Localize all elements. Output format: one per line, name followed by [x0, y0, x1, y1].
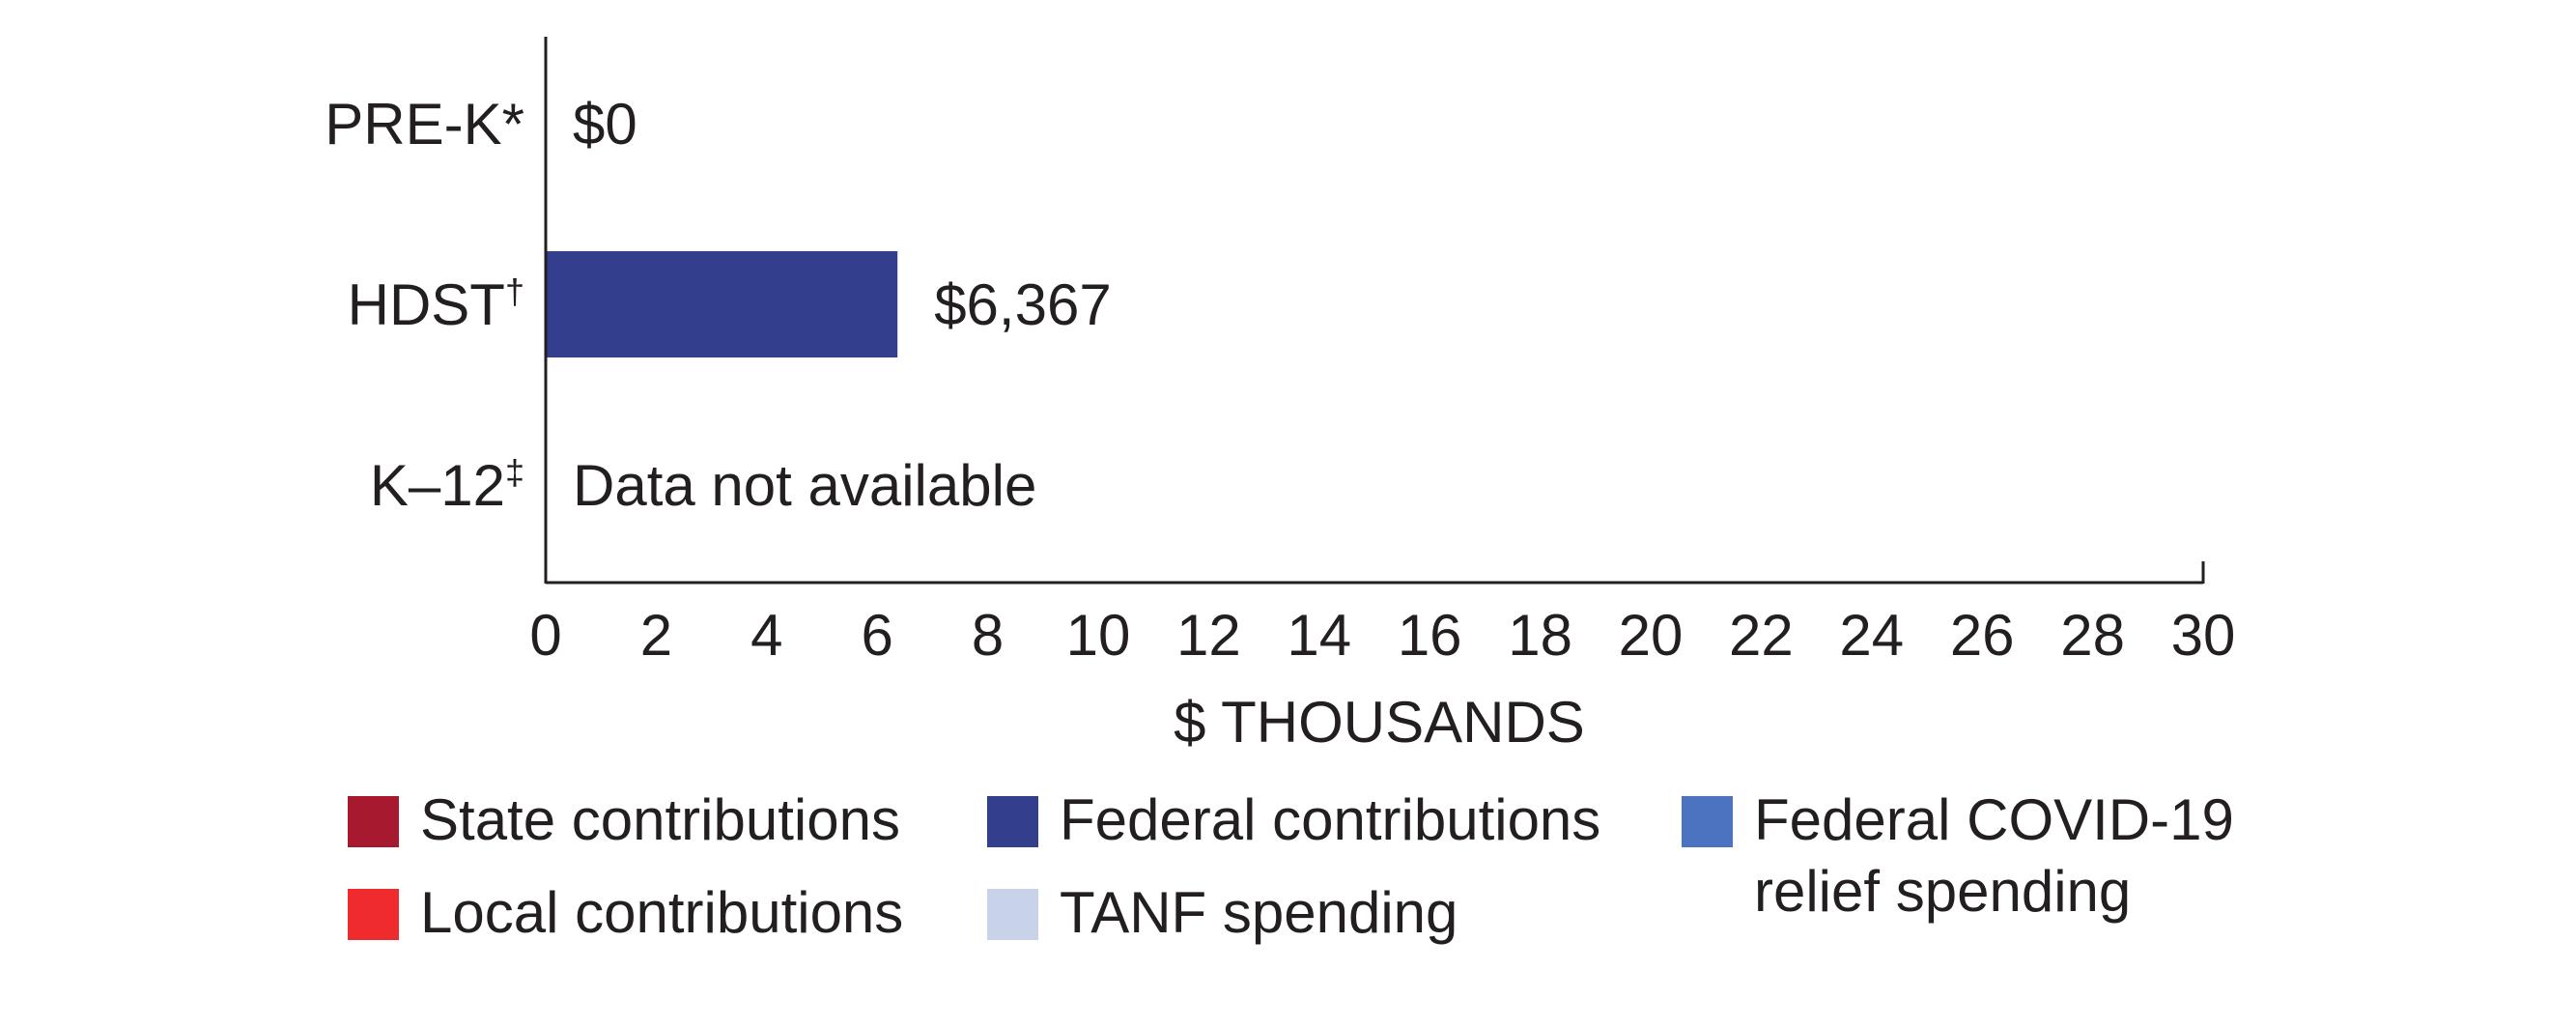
legend-label: Federal COVID-19 relief spending: [1754, 787, 2234, 924]
bar: [547, 251, 898, 357]
x-tick-label: 24: [1839, 603, 1904, 668]
legend-label: TANF spending: [1060, 880, 1458, 945]
x-tick-labels: 0 2 4 6 8 10 12 14 16 18 20 22 24 26 28 30: [529, 603, 2235, 668]
x-tick-label: 16: [1398, 603, 1462, 668]
data-labels: $0 $6,367 Data not available: [573, 92, 1112, 518]
category-label: K–12‡: [370, 452, 524, 518]
x-axis-title: $ THOUSANDS: [1174, 690, 1585, 755]
x-tick-label: 14: [1287, 603, 1351, 668]
legend-label: State contributions: [420, 787, 900, 852]
category-labels: PRE-K* HDST† K–12‡: [325, 92, 524, 518]
x-tick-label: 6: [862, 603, 893, 668]
legend-item-federal: Federal contributions: [987, 787, 1600, 856]
legend-item-tanf: TANF spending: [987, 880, 1458, 949]
legend-label: Local contributions: [420, 880, 904, 945]
x-tick-label: 18: [1508, 603, 1572, 668]
x-tick-label: 30: [2171, 603, 2236, 668]
legend-swatch: [987, 889, 1038, 940]
x-tick-label: 26: [1950, 603, 2015, 668]
legend-swatch: [1682, 796, 1733, 847]
x-tick-label: 0: [529, 603, 561, 668]
x-tick-label: 28: [2060, 603, 2125, 668]
data-label: $0: [573, 92, 637, 157]
x-tick-label: 10: [1066, 603, 1131, 668]
legend-item-state: State contributions: [348, 787, 900, 856]
legend-swatch: [987, 796, 1038, 847]
legend-label: Federal contributions: [1060, 787, 1601, 852]
bar-layer: [547, 251, 898, 357]
legend-swatch: [348, 889, 399, 940]
axes: [544, 37, 2205, 585]
legend-item-local: Local contributions: [348, 880, 903, 949]
data-label: $6,367: [934, 272, 1112, 337]
x-tick-label: 12: [1176, 603, 1241, 668]
data-label: Data not available: [573, 453, 1036, 518]
category-label: PRE-K*: [325, 92, 524, 157]
x-tick-label: 4: [750, 603, 782, 668]
legend-swatch: [348, 796, 399, 847]
x-tick-label: 22: [1729, 603, 1794, 668]
x-tick-label: 20: [1619, 603, 1684, 668]
x-tick-label: 8: [972, 603, 1004, 668]
legend-item-covid: Federal COVID-19 relief spending: [1682, 787, 2234, 927]
x-tick-label: 2: [640, 603, 672, 668]
legend: State contributions Local contributions …: [348, 787, 2279, 985]
category-label: HDST†: [348, 271, 524, 337]
